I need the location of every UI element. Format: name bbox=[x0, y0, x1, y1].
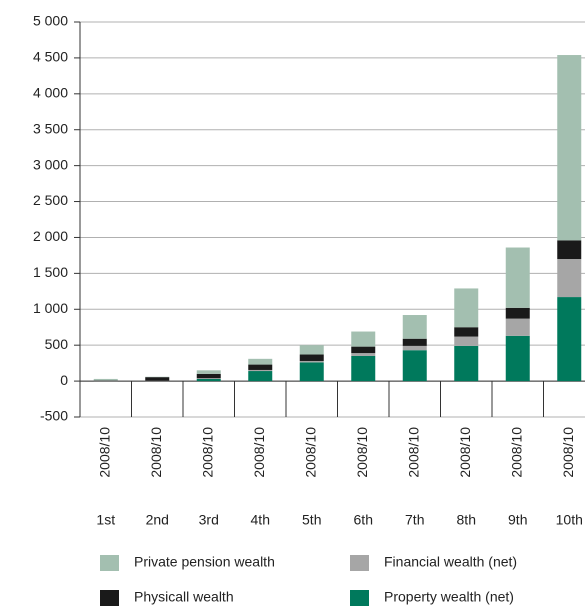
y-tick-label: -500 bbox=[40, 408, 68, 424]
legend-label: Private pension wealth bbox=[134, 554, 275, 570]
y-tick-label: 2 500 bbox=[33, 192, 68, 208]
bar-segment bbox=[196, 378, 221, 379]
bar-segment bbox=[145, 377, 170, 381]
bar-segment bbox=[454, 327, 479, 337]
legend-label: Physicall wealth bbox=[134, 589, 234, 605]
period-label: 2008/10 bbox=[302, 427, 318, 478]
x-tick-label: 5th bbox=[302, 512, 321, 528]
bar-segment bbox=[351, 353, 376, 356]
bar-segment bbox=[505, 335, 530, 382]
bar-segment bbox=[557, 55, 582, 241]
bar-segment bbox=[248, 358, 273, 365]
period-label: 2008/10 bbox=[199, 427, 215, 478]
bar-segment bbox=[557, 259, 582, 298]
bar-segment bbox=[454, 336, 479, 346]
bar-segment bbox=[299, 354, 324, 361]
x-tick-label: 2nd bbox=[146, 512, 169, 528]
bar-segment bbox=[505, 247, 530, 308]
period-label: 2008/10 bbox=[354, 427, 370, 478]
bar-segment bbox=[248, 364, 273, 370]
bar-segment bbox=[557, 297, 582, 382]
x-tick-label: 3rd bbox=[199, 512, 219, 528]
bar-segment bbox=[505, 307, 530, 319]
legend-swatch bbox=[350, 555, 369, 571]
y-tick-label: 500 bbox=[45, 336, 69, 352]
period-label: 2008/10 bbox=[405, 427, 421, 478]
bar-segment bbox=[196, 378, 221, 382]
bar-segment bbox=[299, 345, 324, 355]
y-tick-label: 0 bbox=[60, 372, 68, 388]
bar-segment bbox=[402, 338, 427, 346]
y-tick-label: 1 500 bbox=[33, 264, 68, 280]
period-label: 2008/10 bbox=[508, 427, 524, 478]
legend-swatch bbox=[350, 590, 369, 606]
bar-segment bbox=[402, 350, 427, 382]
bar-segment bbox=[196, 373, 221, 379]
y-tick-label: 3 500 bbox=[33, 120, 68, 136]
y-tick-label: 4 500 bbox=[33, 49, 68, 65]
x-tick-label: 1st bbox=[96, 512, 115, 528]
x-tick-label: 9th bbox=[508, 512, 527, 528]
y-tick-label: 1 000 bbox=[33, 300, 68, 316]
bar-segment bbox=[299, 360, 324, 363]
legend-label: Financial wealth (net) bbox=[384, 554, 517, 570]
period-label: 2008/10 bbox=[560, 427, 576, 478]
legend-swatch bbox=[100, 555, 119, 571]
bar-segment bbox=[351, 346, 376, 354]
bar-segment bbox=[196, 370, 221, 374]
x-tick-label: 4th bbox=[251, 512, 270, 528]
bar-segment bbox=[402, 315, 427, 339]
y-tick-label: 4 000 bbox=[33, 85, 68, 101]
y-tick-label: 3 000 bbox=[33, 156, 68, 172]
bar-segment bbox=[454, 288, 479, 328]
x-tick-label: 8th bbox=[457, 512, 476, 528]
bar-segment bbox=[402, 345, 427, 351]
bar-segment bbox=[299, 362, 324, 382]
bar-segment bbox=[351, 355, 376, 382]
bar-segment bbox=[505, 318, 530, 336]
bar-segment bbox=[248, 369, 273, 372]
bar-segment bbox=[454, 345, 479, 382]
bar-segment bbox=[557, 240, 582, 259]
bar-segment bbox=[248, 371, 273, 382]
bar-segment bbox=[351, 331, 376, 347]
period-label: 2008/10 bbox=[96, 427, 112, 478]
y-tick-label: 2 000 bbox=[33, 228, 68, 244]
period-label: 2008/10 bbox=[251, 427, 267, 478]
legend-label: Property wealth (net) bbox=[384, 589, 514, 605]
y-tick-label: 5 000 bbox=[33, 13, 68, 29]
bar-segment bbox=[93, 378, 118, 381]
period-label: 2008/10 bbox=[457, 427, 473, 478]
x-tick-label: 6th bbox=[354, 512, 373, 528]
x-tick-label: 10th bbox=[556, 512, 583, 528]
legend-swatch bbox=[100, 590, 119, 606]
period-label: 2008/10 bbox=[148, 427, 164, 478]
x-tick-label: 7th bbox=[405, 512, 424, 528]
